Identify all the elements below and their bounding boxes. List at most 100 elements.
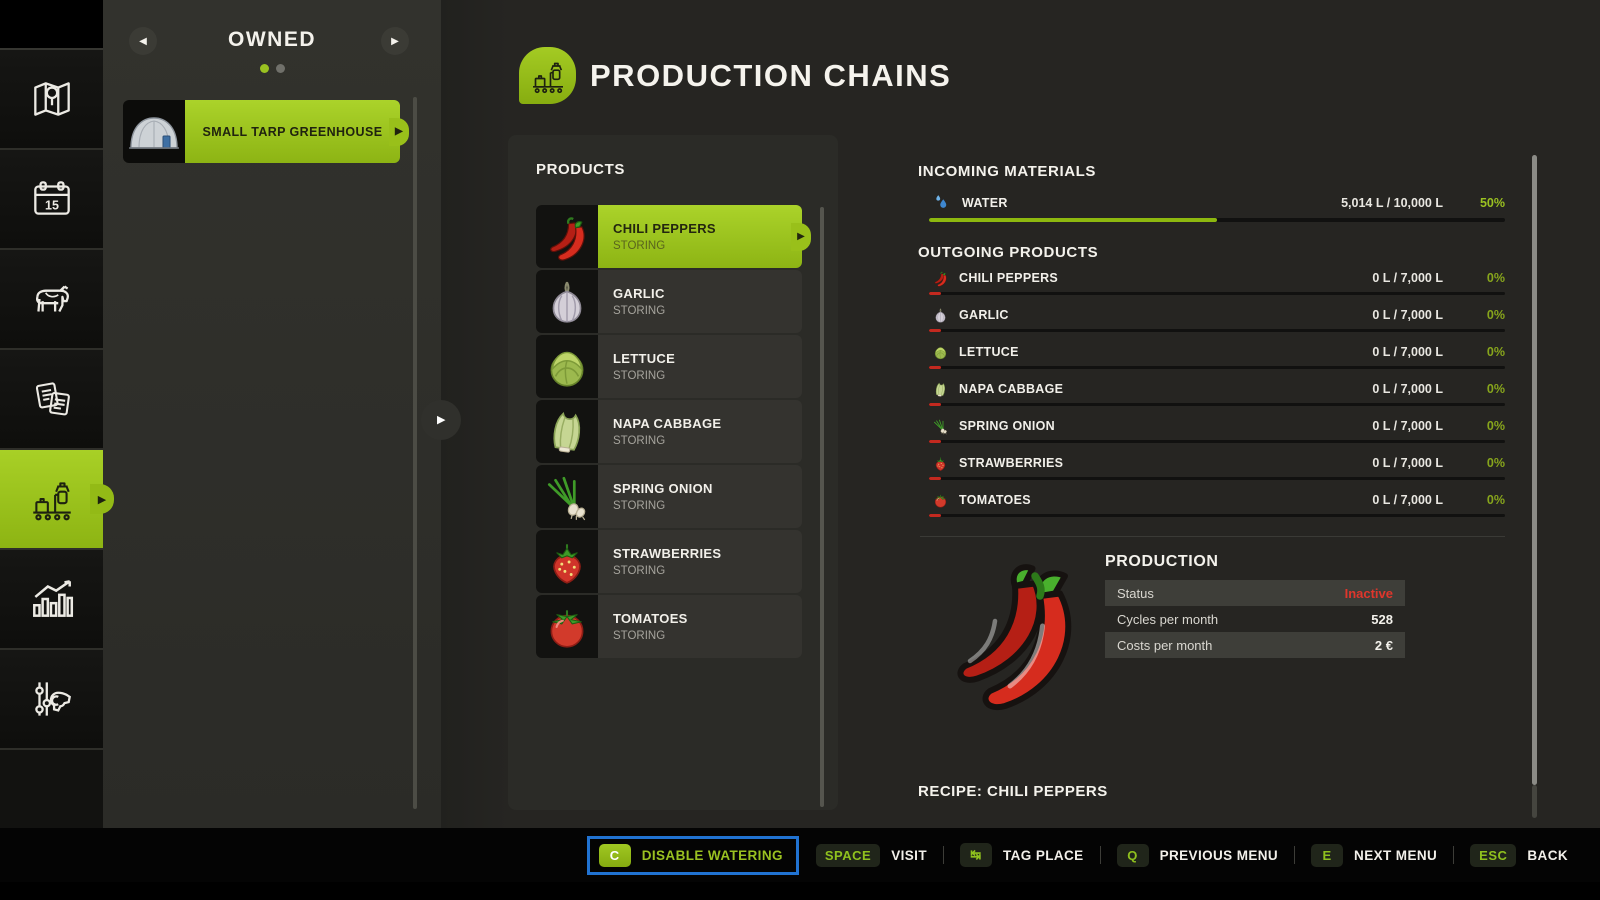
production-icon bbox=[27, 474, 77, 524]
keycap[interactable]: SPACE bbox=[815, 843, 881, 867]
panel-collapse-handle[interactable]: ▶ bbox=[421, 400, 461, 440]
page-dot[interactable] bbox=[259, 64, 269, 73]
sidebar-item-statistics[interactable]: ▶ bbox=[0, 550, 103, 650]
product-amount: 0 L / 7,000 L bbox=[1372, 493, 1443, 507]
strawberry-icon bbox=[932, 455, 949, 472]
chili-icon bbox=[932, 270, 949, 287]
fill-level-bar bbox=[929, 440, 1505, 443]
product-row[interactable]: CHILI PEPPERS STORING ▶ bbox=[536, 205, 811, 268]
material-amount: 5,014 L / 10,000 L bbox=[1341, 196, 1443, 210]
incoming-materials-title: INCOMING MATERIALS bbox=[918, 163, 1097, 180]
product-amount: 0 L / 7,000 L bbox=[1372, 345, 1443, 359]
sidebar-item-settings[interactable]: ▶ bbox=[0, 650, 103, 750]
keycap[interactable]: ↹ bbox=[959, 843, 992, 867]
fill-level-bar bbox=[929, 366, 1505, 369]
production-section-title: PRODUCTION bbox=[1105, 553, 1219, 570]
product-row[interactable]: GARLIC STORING ▶ bbox=[536, 270, 802, 333]
svg-text:15: 15 bbox=[45, 198, 59, 212]
product-status: STORING bbox=[613, 630, 666, 642]
sidebar-item-calendar[interactable]: 15 ▶ bbox=[0, 150, 103, 250]
owned-item-small-tarp-greenhouse[interactable]: SMALL TARP GREENHOUSE ▶ bbox=[123, 100, 409, 163]
outgoing-product-row: TOMATOES 0 L / 7,000 L 0% bbox=[918, 490, 1505, 517]
keybind-label: VISIT bbox=[891, 847, 927, 863]
owned-next-page-button[interactable]: ▶ bbox=[381, 27, 409, 55]
selected-tab-arrow-icon: ▶ bbox=[90, 484, 114, 514]
product-info: STRAWBERRIES STORING bbox=[598, 530, 802, 593]
keybind-label: DISABLE WATERING bbox=[641, 847, 783, 863]
page-header: PRODUCTION CHAINS bbox=[519, 47, 951, 104]
recipe-title: RECIPE: CHILI PEPPERS bbox=[918, 783, 1108, 800]
outgoing-products-list: CHILI PEPPERS 0 L / 7,000 L 0% GARLIC 0 … bbox=[918, 268, 1505, 527]
empty-marker bbox=[929, 366, 941, 369]
material-name: WATER bbox=[962, 196, 1008, 210]
product-amount: 0 L / 7,000 L bbox=[1372, 271, 1443, 285]
keybind-bar: C DISABLE WATERING SPACE VISIT ↹ TAG PLA… bbox=[0, 828, 1600, 882]
product-row[interactable]: TOMATOES STORING ▶ bbox=[536, 595, 802, 658]
empty-marker bbox=[929, 403, 941, 406]
outgoing-product-row: NAPA CABBAGE 0 L / 7,000 L 0% bbox=[918, 379, 1505, 406]
product-percent: 0% bbox=[1486, 271, 1505, 285]
product-percent: 0% bbox=[1486, 456, 1505, 470]
sidebar-item-map[interactable]: ▶ bbox=[0, 50, 103, 150]
greenhouse-thumbnail-icon bbox=[123, 100, 185, 163]
keycap[interactable]: ESC bbox=[1470, 843, 1517, 867]
outgoing-product-row: CHILI PEPPERS 0 L / 7,000 L 0% bbox=[918, 268, 1505, 295]
products-panel: PRODUCTS CHILI PEPPERS STORING ▶ bbox=[508, 135, 838, 810]
products-scrollbar[interactable] bbox=[820, 207, 824, 807]
lettuce-icon bbox=[932, 344, 949, 361]
stat-label: Cycles per month bbox=[1117, 611, 1219, 627]
keycap[interactable]: E bbox=[1311, 843, 1344, 867]
sidebar-item-production-chains[interactable]: ▶ bbox=[0, 450, 114, 550]
fill-level-bar bbox=[929, 292, 1505, 295]
product-row[interactable]: NAPA CABBAGE STORING ▶ bbox=[536, 400, 802, 463]
owned-prev-page-button[interactable]: ◀ bbox=[129, 27, 157, 55]
product-info: GARLIC STORING bbox=[598, 270, 802, 333]
empty-marker bbox=[929, 292, 941, 295]
stat-value: 2 € bbox=[1374, 637, 1393, 653]
chili-icon bbox=[536, 205, 598, 268]
product-row[interactable]: SPRING ONION STORING ▶ bbox=[536, 465, 802, 528]
fill-level-bar bbox=[929, 477, 1505, 480]
selected-product-arrow-icon: ▶ bbox=[791, 222, 811, 251]
product-row[interactable]: LETTUCE STORING ▶ bbox=[536, 335, 802, 398]
sidebar-item-animals[interactable]: ▶ bbox=[0, 250, 103, 350]
stat-label: Costs per month bbox=[1117, 637, 1213, 653]
spring-onion-icon bbox=[932, 418, 949, 435]
stat-value: Inactive bbox=[1344, 585, 1393, 601]
outgoing-product-row: GARLIC 0 L / 7,000 L 0% bbox=[918, 305, 1505, 332]
product-amount: 0 L / 7,000 L bbox=[1372, 308, 1443, 322]
page-dot[interactable] bbox=[275, 64, 285, 73]
product-row[interactable]: STRAWBERRIES STORING ▶ bbox=[536, 530, 802, 593]
fill-level-bar bbox=[929, 403, 1505, 406]
keybind-group: ↹ TAG PLACE bbox=[938, 843, 1084, 867]
production-stats-table: Status Inactive Cycles per month 528 Cos… bbox=[1105, 580, 1405, 658]
keybind-label: PREVIOUS MENU bbox=[1159, 847, 1279, 863]
owned-item-label: SMALL TARP GREENHOUSE bbox=[202, 124, 383, 139]
stat-label: Status bbox=[1117, 585, 1154, 601]
product-status: STORING bbox=[613, 240, 666, 252]
product-name: SPRING ONION bbox=[959, 419, 1055, 433]
details-scrollbar[interactable] bbox=[1532, 155, 1537, 785]
keycap[interactable]: Q bbox=[1116, 843, 1149, 867]
product-status: STORING bbox=[613, 305, 666, 317]
map-icon bbox=[27, 74, 77, 124]
product-percent: 0% bbox=[1486, 419, 1505, 433]
main-menu-sidebar: ▶ 15 ▶ ▶ ▶ ▶ bbox=[0, 0, 114, 828]
statistics-icon bbox=[27, 574, 77, 624]
product-status: STORING bbox=[613, 500, 666, 512]
garlic-icon bbox=[932, 307, 949, 324]
product-info: SPRING ONION STORING bbox=[598, 465, 802, 528]
product-name: STRAWBERRIES bbox=[959, 456, 1064, 470]
fill-level-bar bbox=[929, 218, 1505, 222]
owned-panel-scrollbar[interactable] bbox=[413, 97, 417, 809]
owned-placeables-panel: OWNED ◀ ▶ SMALL TARP GREENHOUSE ▶ bbox=[103, 0, 441, 828]
products-list: CHILI PEPPERS STORING ▶ GARLIC STORING ▶ bbox=[536, 205, 811, 658]
stat-value: 528 bbox=[1371, 611, 1393, 627]
product-percent: 0% bbox=[1486, 493, 1505, 507]
production-stat-row: Status Inactive bbox=[1105, 580, 1405, 606]
product-name: TOMATOES bbox=[959, 493, 1031, 507]
owned-page-dots bbox=[103, 64, 441, 73]
keycap[interactable]: C bbox=[598, 843, 631, 867]
sidebar-item-contracts[interactable]: ▶ bbox=[0, 350, 103, 450]
product-info: LETTUCE STORING bbox=[598, 335, 802, 398]
